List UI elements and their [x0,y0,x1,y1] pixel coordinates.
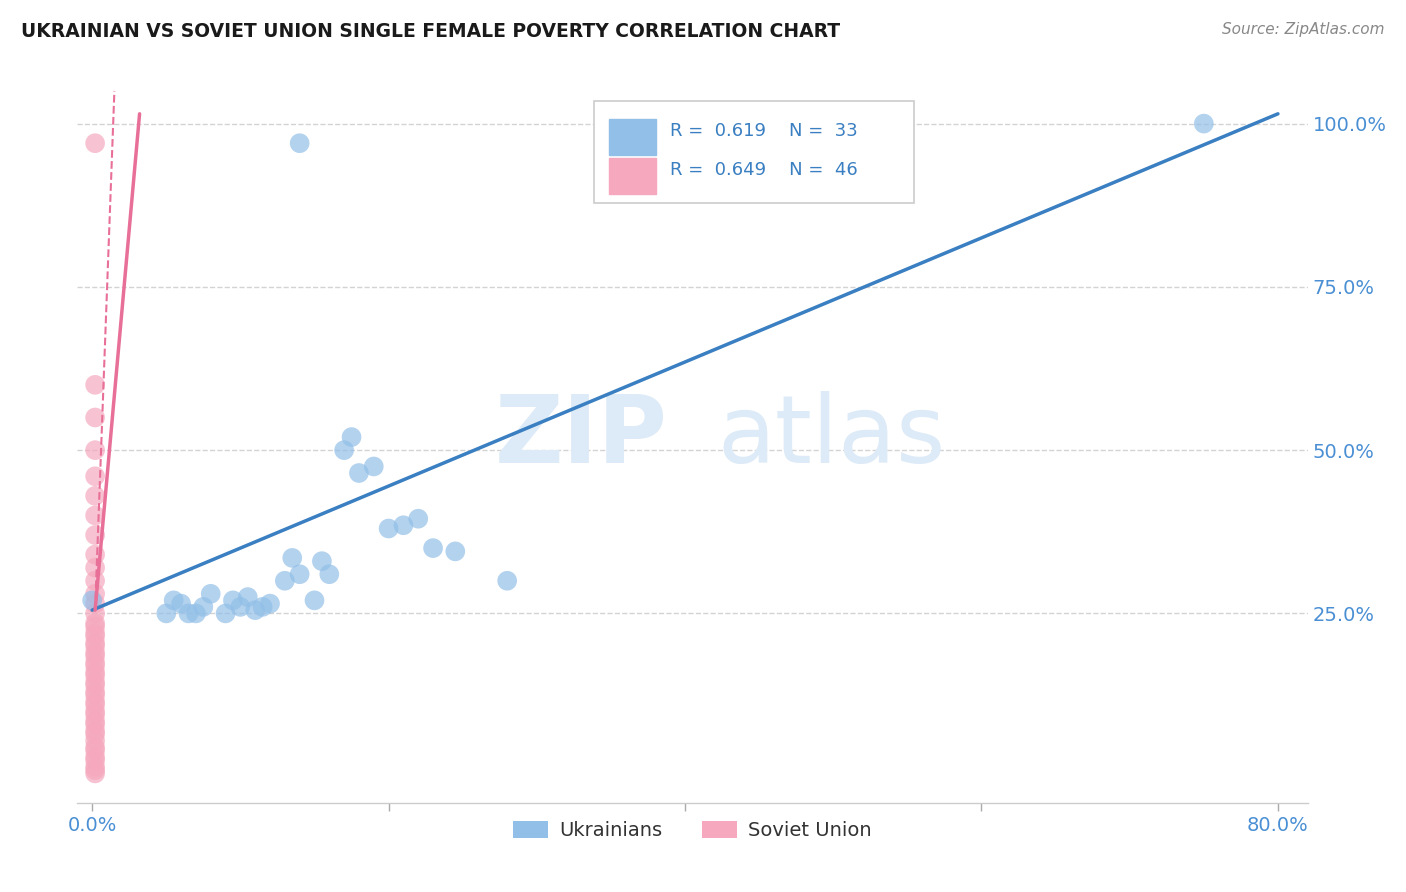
Point [347,466,370,480]
Point [84,658,107,673]
Point [84,678,107,692]
Point [84,760,107,774]
Point [84,705,107,719]
Point [84,410,107,425]
Point [422,541,444,555]
Point [84,665,107,680]
Point [406,512,429,526]
Text: UKRAINIAN VS SOVIET UNION SINGLE FEMALE POVERTY CORRELATION CHART: UKRAINIAN VS SOVIET UNION SINGLE FEMALE … [21,22,841,41]
Point [84,548,107,562]
Point [84,668,107,682]
Point [84,443,107,458]
FancyBboxPatch shape [595,101,914,203]
Point [193,599,215,614]
Point [288,567,311,582]
Point [84,469,107,483]
Point [496,574,519,588]
Point [84,560,107,574]
Point [304,593,326,607]
Point [281,550,304,565]
Point [200,587,222,601]
Point [84,607,107,621]
Point [214,607,236,621]
Point [84,136,107,151]
Point [84,733,107,747]
Point [84,750,107,764]
Text: ZIP: ZIP [495,391,668,483]
Point [229,599,252,614]
Point [84,695,107,709]
Point [288,136,311,151]
Point [163,593,186,607]
Point [177,607,200,621]
Point [84,714,107,728]
Point [84,574,107,588]
Point [333,443,356,458]
Point [84,648,107,663]
FancyBboxPatch shape [609,119,655,155]
Point [84,626,107,640]
Point [377,521,399,535]
Point [311,554,333,568]
Point [84,698,107,712]
Point [84,740,107,755]
Point [274,574,297,588]
FancyBboxPatch shape [609,158,655,194]
Point [252,599,274,614]
Point [155,607,177,621]
Point [444,544,467,558]
Point [84,685,107,699]
Point [84,597,107,611]
Point [84,675,107,690]
Point [363,459,385,474]
Point [84,619,107,633]
Text: R =  0.619    N =  33: R = 0.619 N = 33 [671,122,858,140]
Point [84,489,107,503]
Point [84,723,107,738]
Point [245,603,267,617]
Point [1192,117,1215,131]
Point [84,639,107,653]
Point [84,743,107,757]
Point [84,707,107,722]
Point [84,528,107,542]
Point [392,518,415,533]
Point [82,593,104,607]
Point [84,766,107,780]
Point [84,753,107,767]
Point [259,597,281,611]
Point [184,607,207,621]
Point [170,597,193,611]
Point [318,567,340,582]
Point [84,656,107,670]
Point [340,430,363,444]
Point [84,616,107,631]
Text: R =  0.649    N =  46: R = 0.649 N = 46 [671,161,858,179]
Point [84,377,107,392]
Point [84,688,107,702]
Point [236,590,259,604]
Text: Source: ZipAtlas.com: Source: ZipAtlas.com [1222,22,1385,37]
Point [84,763,107,777]
Point [84,587,107,601]
Point [84,629,107,643]
Text: atlas: atlas [717,391,945,483]
Point [84,646,107,660]
Point [84,717,107,731]
Legend: Ukrainians, Soviet Union: Ukrainians, Soviet Union [505,813,880,848]
Point [84,636,107,650]
Point [84,508,107,523]
Point [84,727,107,741]
Point [222,593,245,607]
